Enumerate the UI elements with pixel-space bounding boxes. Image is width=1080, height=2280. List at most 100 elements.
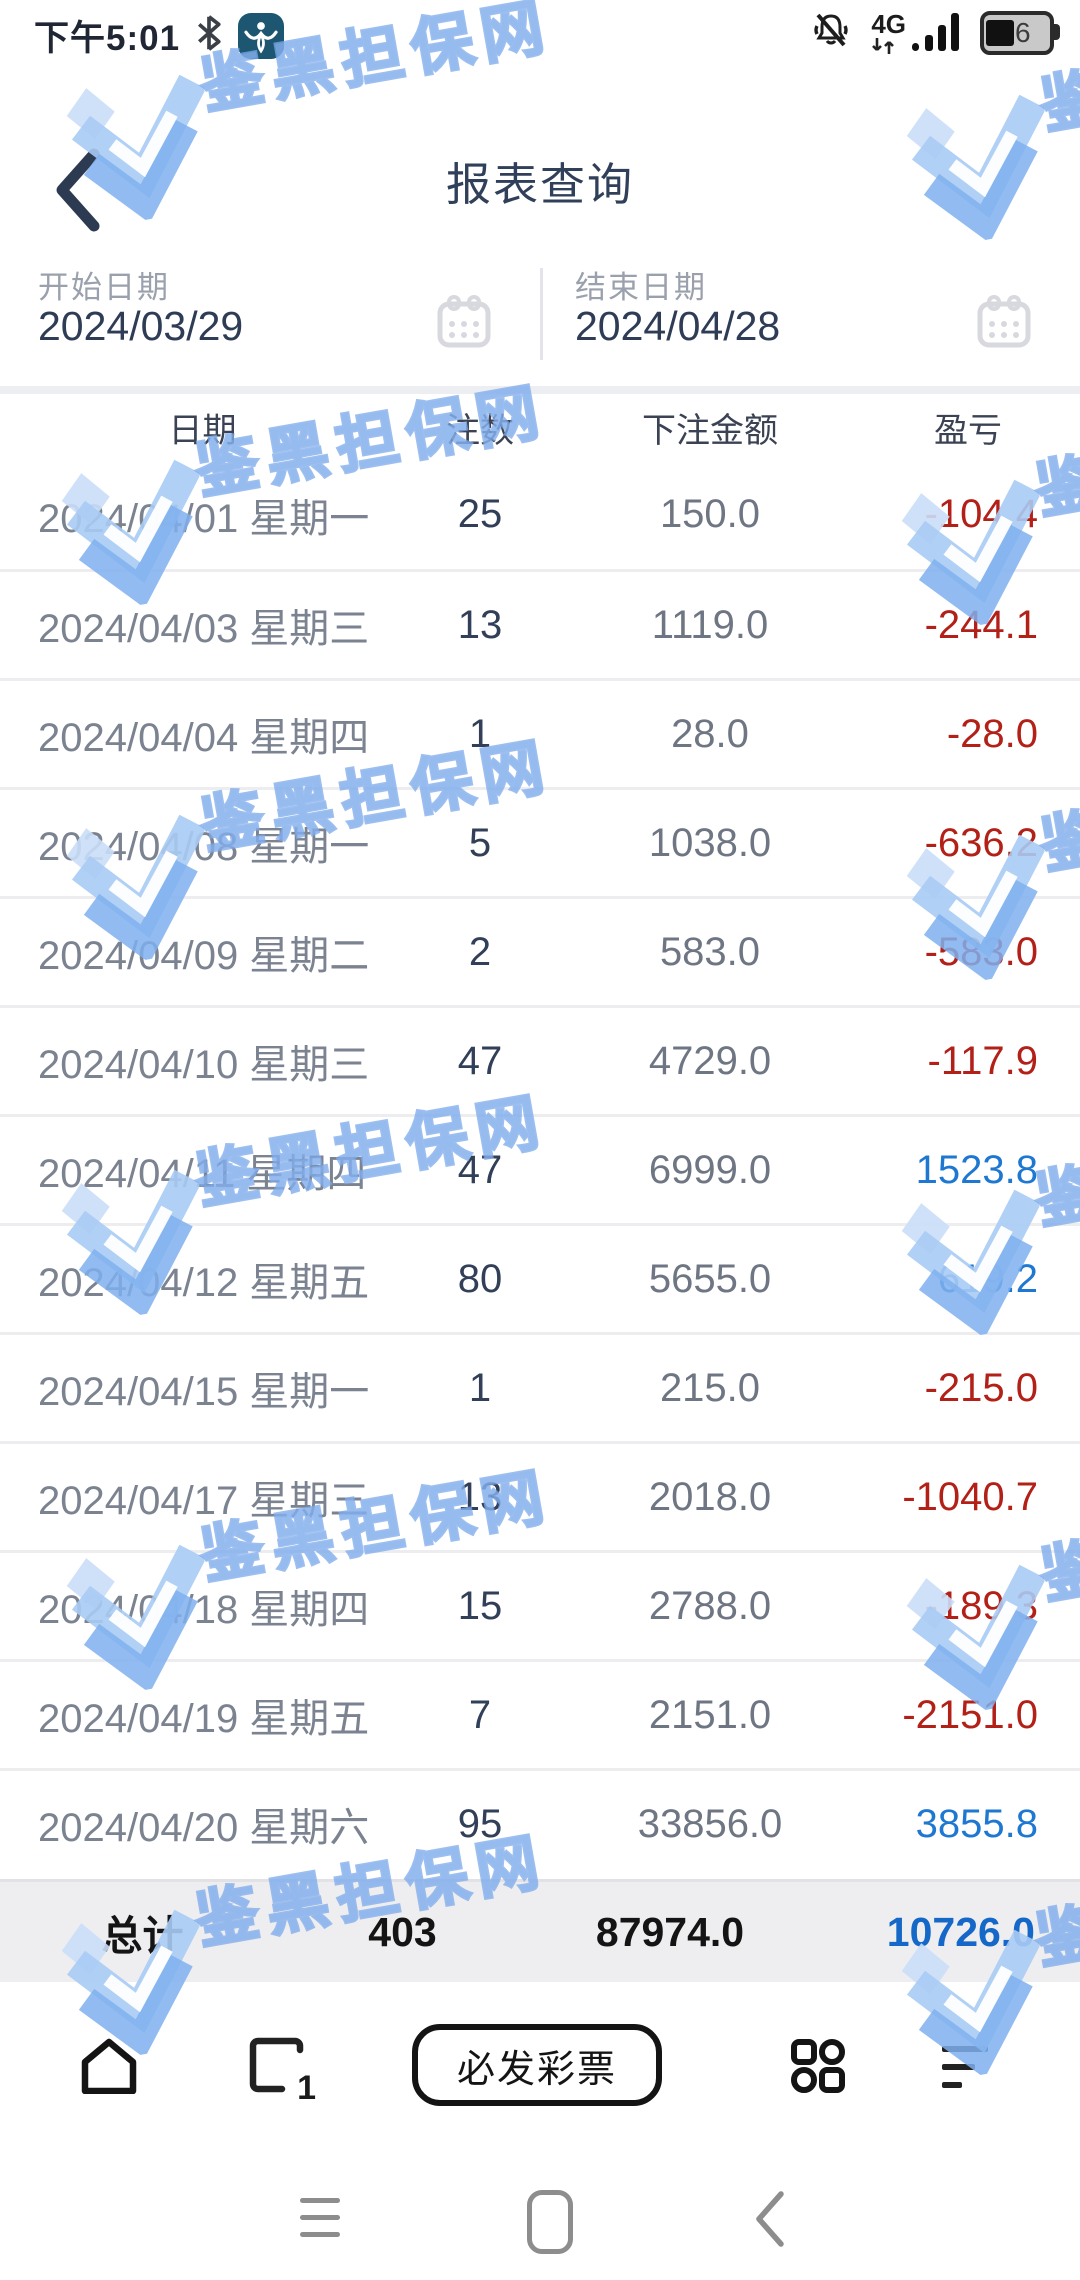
- row-date: 2024/04/19 星期五: [38, 1697, 370, 1741]
- page-title: 报表查询: [445, 159, 634, 210]
- mobile-data-arrows-icon: [872, 37, 895, 54]
- calendar-icon[interactable]: [975, 292, 1033, 355]
- total-row: 总计 403 87974.0 10726.0: [0, 1879, 1080, 1982]
- end-date-label: 结束日期: [575, 270, 707, 305]
- date-filter: 开始日期 2024/03/29 结束日期 2024/04/28: [0, 240, 1080, 386]
- start-date-label: 开始日期: [38, 270, 170, 305]
- system-nav: [0, 2140, 1080, 2280]
- row-amount: 33856.0: [637, 1801, 783, 1846]
- row-pnl: -244.1: [924, 602, 1038, 647]
- table-row: 2024/04/10 星期三 47 4729.0 -117.9: [0, 1005, 1080, 1114]
- mobile-data-indicator: 4G: [871, 11, 962, 55]
- table-row: 2024/04/09 星期二 2 583.0 -583.0: [0, 896, 1080, 1005]
- row-bets: 5: [468, 820, 492, 865]
- signal-bars-icon: [912, 12, 959, 51]
- row-bets: 13: [457, 602, 503, 647]
- table-header: 日期 注数 下注金额 盈亏: [0, 394, 1080, 460]
- row-bets: 1: [468, 711, 492, 756]
- row-pnl: -117.9: [927, 1038, 1038, 1083]
- row-pnl: 1523.8: [915, 1147, 1038, 1192]
- table-row: 2024/04/03 星期三 13 1119.0 -244.1: [0, 569, 1080, 678]
- col-header-pnl: 盈亏: [934, 411, 1002, 450]
- col-header-bets: 注数: [446, 411, 514, 450]
- row-pnl: -215.0: [924, 1365, 1038, 1410]
- row-amount: 1119.0: [651, 602, 769, 647]
- table-row: 2024/04/18 星期四 15 2788.0 -189.3: [0, 1550, 1080, 1659]
- table-row: 2024/04/11 星期四 47 6999.0 1523.8: [0, 1114, 1080, 1223]
- row-amount: 2151.0: [648, 1692, 772, 1737]
- row-date: 2024/04/03 星期三: [38, 607, 370, 651]
- home-pill-icon[interactable]: [527, 2190, 573, 2254]
- table-row: 2024/04/15 星期一 1 215.0 -215.0: [0, 1332, 1080, 1441]
- row-date: 2024/04/04 星期四: [38, 716, 370, 760]
- table-body: 2024/04/01 星期一 25 150.0 -104.4 2024/04/0…: [0, 460, 1080, 1877]
- table-row: 2024/04/04 星期四 1 28.0 -28.0: [0, 678, 1080, 787]
- row-date: 2024/04/11 星期四: [38, 1152, 367, 1196]
- table-row: 2024/04/08 星期一 5 1038.0 -636.2: [0, 787, 1080, 896]
- total-amount: 87974.0: [595, 1908, 745, 1955]
- row-pnl: -583.0: [924, 929, 1038, 974]
- start-date-value[interactable]: 2024/03/29: [38, 303, 244, 349]
- bluetooth-icon: [196, 14, 222, 57]
- bottom-nav: 1 必发彩票: [0, 2008, 1080, 2140]
- row-date: 2024/04/12 星期五: [38, 1261, 370, 1305]
- row-pnl: -104.4: [924, 492, 1038, 536]
- row-amount: 583.0: [659, 929, 761, 974]
- row-bets: 2: [468, 929, 492, 974]
- row-pnl: -28.0: [946, 711, 1038, 756]
- table-row: 2024/04/20 星期六 95 33856.0 3855.8: [0, 1768, 1080, 1877]
- row-bets: 25: [457, 492, 503, 536]
- calendar-icon[interactable]: [435, 292, 493, 355]
- row-bets: 47: [457, 1038, 503, 1083]
- end-date-value[interactable]: 2024/04/28: [575, 303, 781, 349]
- recents-badge: 1: [293, 2071, 316, 2105]
- row-pnl: 3855.8: [915, 1801, 1038, 1846]
- mute-icon: [809, 8, 853, 57]
- total-label: 总计: [101, 1913, 184, 1959]
- row-bets: 80: [457, 1256, 503, 1301]
- row-date: 2024/04/18 星期四: [38, 1588, 370, 1632]
- row-pnl: -189.3: [924, 1583, 1038, 1628]
- row-bets: 13: [457, 1474, 503, 1519]
- row-amount: 215.0: [659, 1365, 761, 1410]
- network-type-label: 4G: [871, 8, 906, 39]
- menu-icon[interactable]: [300, 2198, 340, 2249]
- row-date: 2024/04/08 星期一: [38, 825, 370, 869]
- home-icon[interactable]: [80, 2038, 138, 2099]
- row-amount: 2018.0: [648, 1474, 772, 1519]
- row-amount: 6999.0: [648, 1147, 772, 1192]
- table-row: 2024/04/19 星期五 7 2151.0 -2151.0: [0, 1659, 1080, 1768]
- row-bets: 95: [457, 1801, 503, 1846]
- table-row: 2024/04/17 星期三 13 2018.0 -1040.7: [0, 1441, 1080, 1550]
- row-amount: 150.0: [659, 492, 761, 536]
- row-pnl: -636.2: [924, 820, 1038, 865]
- app-badge-icon: [238, 12, 285, 59]
- recents-icon[interactable]: 1: [248, 2036, 316, 2105]
- row-bets: 47: [457, 1147, 503, 1192]
- apps-grid-icon[interactable]: [790, 2038, 846, 2099]
- back-chevron-icon[interactable]: [753, 2190, 785, 2253]
- row-pnl: -1040.7: [902, 1474, 1038, 1519]
- row-date: 2024/04/10 星期三: [38, 1043, 370, 1087]
- sort-icon[interactable]: [940, 2044, 992, 2097]
- battery-level: 6: [1015, 16, 1031, 48]
- row-amount: 5655.0: [648, 1256, 772, 1301]
- row-amount: 4729.0: [648, 1038, 772, 1083]
- row-date: 2024/04/20 星期六: [38, 1806, 370, 1850]
- row-date: 2024/04/17 星期三: [38, 1479, 370, 1523]
- table-row: 2024/04/12 星期五 80 5655.0 619.2: [0, 1223, 1080, 1332]
- row-date: 2024/04/15 星期一: [38, 1370, 370, 1414]
- total-bets: 403: [368, 1908, 437, 1955]
- col-header-date: 日期: [168, 411, 237, 450]
- row-pnl: 619.2: [937, 1256, 1038, 1301]
- row-bets: 15: [457, 1583, 503, 1628]
- filter-divider: [540, 268, 543, 360]
- row-date: 2024/04/01 星期一: [38, 496, 370, 541]
- lottery-pill-button[interactable]: 必发彩票: [412, 2024, 662, 2106]
- row-date: 2024/04/09 星期二: [38, 934, 370, 978]
- table-row: 2024/04/01 星期一 25 150.0 -104.4: [0, 460, 1080, 569]
- battery-icon: 6: [980, 10, 1060, 55]
- row-amount: 28.0: [671, 711, 749, 756]
- row-amount: 1038.0: [648, 820, 772, 865]
